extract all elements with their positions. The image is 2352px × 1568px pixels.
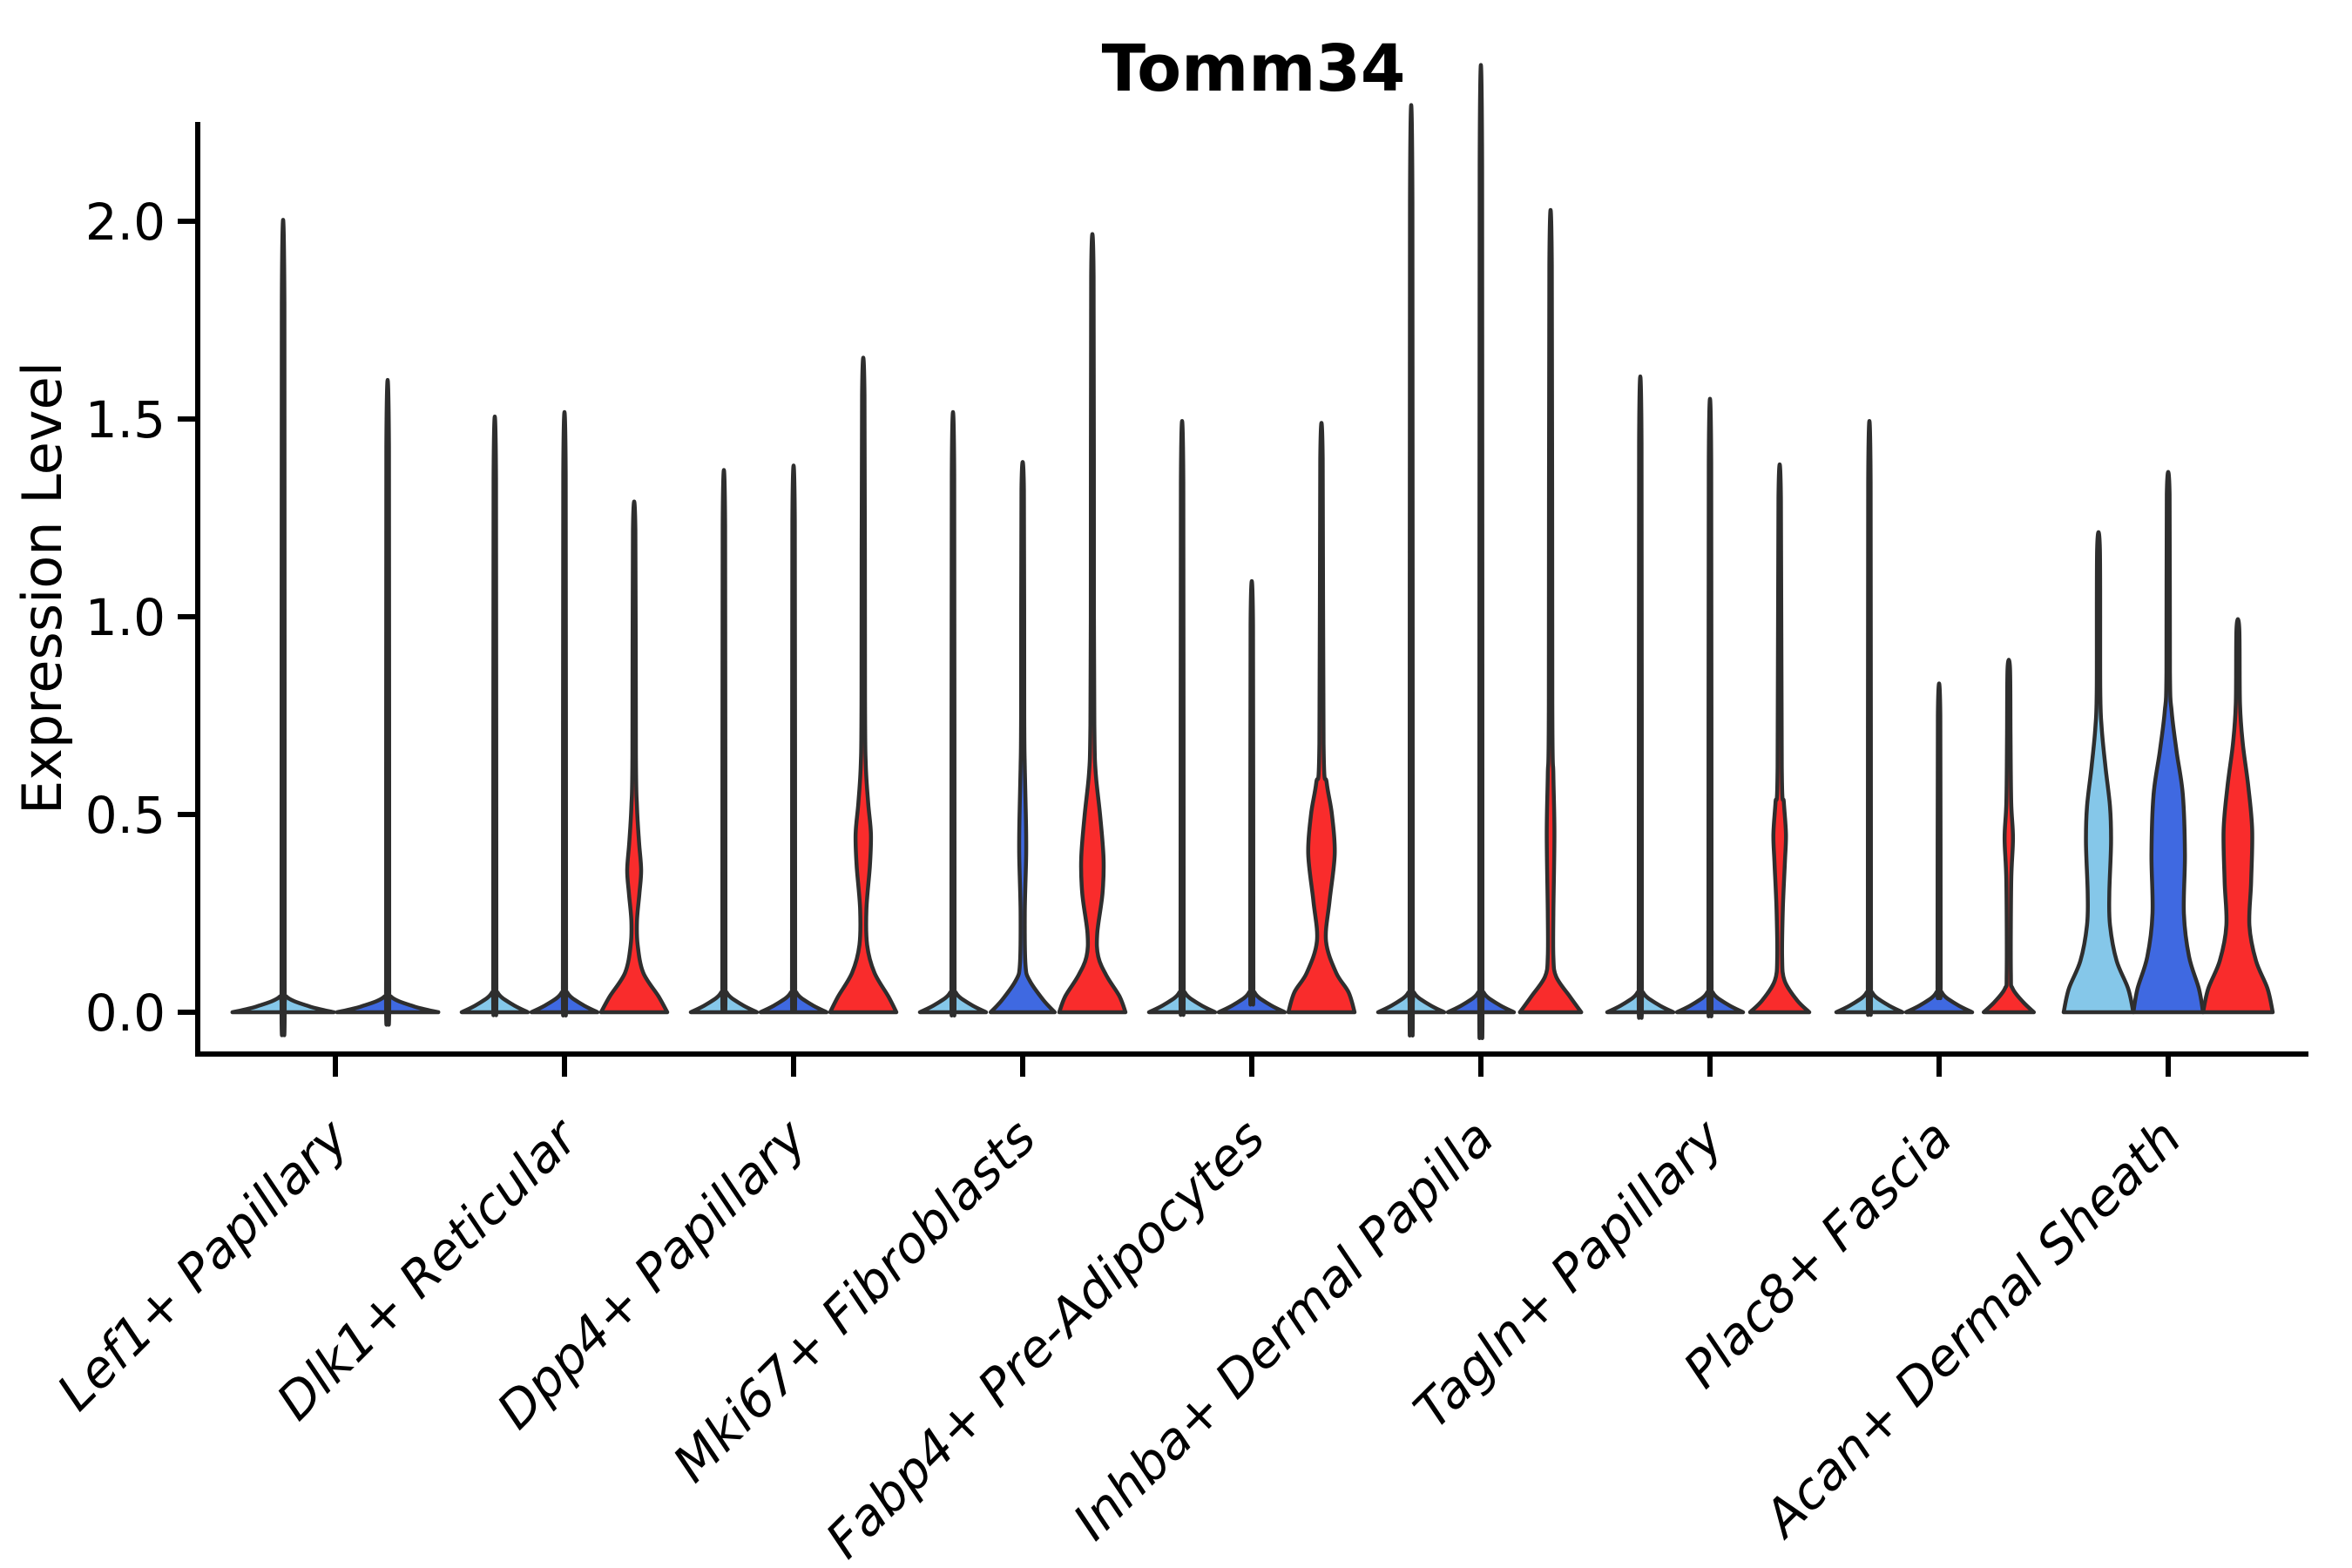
violin-dpp4-papillary-light_blue	[688, 468, 760, 1015]
category-label: Acan+ Dermal Sheath	[1750, 1108, 2193, 1551]
violin-mki67-fibroblasts-blue	[988, 460, 1058, 1015]
violin-dlk1-reticular-blue	[529, 409, 600, 1017]
violin-mki67-fibroblasts-light_blue	[917, 409, 989, 1017]
violin-fabp4-pre-adipocytes-blue	[1216, 578, 1288, 1015]
violin-dpp4-papillary-blue	[758, 463, 829, 1015]
category-label: Fabp4+ Pre-Adipocytes	[814, 1108, 1276, 1568]
violin-plac8-fascia-blue	[1903, 681, 1975, 1015]
violin-inhba-dermal-papilla-light_blue	[1375, 103, 1447, 1037]
violin-lef1-papillary-light_blue	[230, 218, 336, 1037]
violin-tagln-papillary-light_blue	[1605, 375, 1676, 1020]
violin-fabp4-pre-adipocytes-red	[1286, 421, 1357, 1015]
violin-lef1-papillary-blue	[335, 378, 441, 1027]
y-tick-label: 1.0	[85, 588, 166, 647]
violin-dpp4-papillary-red	[828, 355, 899, 1015]
violin-inhba-dermal-papilla-red	[1517, 207, 1584, 1015]
y-axis-ticks-layer: 0.0 0.5 1.0 1.5 2.0	[85, 193, 199, 1043]
violin-plac8-fascia-light_blue	[1834, 419, 1905, 1017]
violin-mki67-fibroblasts-red	[1057, 232, 1128, 1015]
violin-acan-dermal-sheath-light_blue	[2061, 530, 2136, 1015]
violin-tagln-papillary-blue	[1674, 396, 1746, 1018]
y-tick-label: 0.0	[85, 983, 166, 1043]
violin-inhba-dermal-papilla-blue	[1445, 63, 1517, 1040]
violin-dlk1-reticular-red	[598, 499, 670, 1015]
y-tick-label: 0.5	[85, 786, 166, 845]
violin-tagln-papillary-red	[1747, 463, 1812, 1015]
y-tick-label: 2.0	[85, 193, 166, 252]
violin-acan-dermal-sheath-blue	[2131, 470, 2206, 1015]
violin-plac8-fascia-red	[1981, 658, 2037, 1015]
violin-shapes-layer	[230, 63, 2275, 1040]
violin-fabp4-pre-adipocytes-light_blue	[1146, 419, 1218, 1017]
y-axis-label: Expression Level	[10, 362, 74, 814]
chart-title: Tomm34	[1102, 31, 1406, 106]
category-label: Inhba+ Dermal Papilla	[1062, 1108, 1505, 1551]
violin-acan-dermal-sheath-red	[2200, 617, 2275, 1015]
violin-dlk1-reticular-light_blue	[459, 414, 531, 1017]
y-tick-label: 1.5	[85, 390, 166, 449]
